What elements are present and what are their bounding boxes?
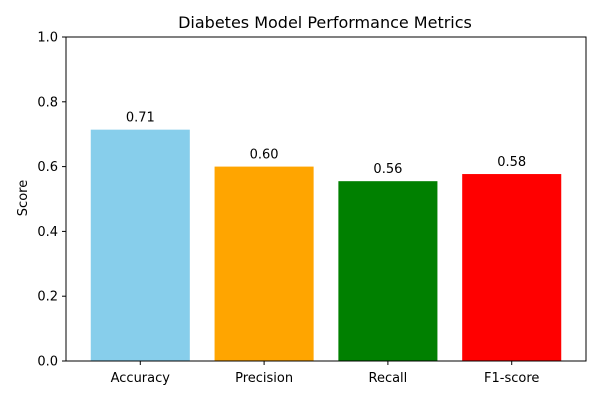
- bar-value-label: 0.56: [373, 162, 402, 177]
- y-tick-label: 0.4: [37, 225, 58, 240]
- x-tick-label: F1-score: [484, 371, 539, 386]
- bar-f1-score: [462, 174, 562, 361]
- x-tick-label: Accuracy: [111, 371, 171, 386]
- y-tick-label: 1.0: [37, 31, 58, 46]
- y-tick-label: 0.6: [37, 160, 58, 175]
- bar-value-label: 0.60: [250, 148, 279, 163]
- plot-frame: [65, 36, 587, 362]
- y-tick-label: 0.0: [37, 355, 58, 370]
- y-axis-label: Score: [16, 180, 31, 216]
- bar-accuracy: [90, 129, 190, 361]
- bar-value-label: 0.58: [497, 155, 526, 170]
- bar-recall: [338, 181, 438, 361]
- x-tick-label: Precision: [235, 371, 293, 386]
- x-tick-label: Recall: [369, 371, 408, 386]
- bar-value-label: 0.71: [126, 111, 155, 126]
- y-tick-label: 0.8: [37, 95, 58, 110]
- y-tick-label: 0.2: [37, 290, 58, 305]
- plot-area: 0.71 Accuracy 0.60 Precision 0.56 Recall 0.58 F…: [37, 31, 587, 386]
- chart-title: Diabetes Model Performance Metrics: [178, 13, 472, 32]
- bar-precision: [214, 166, 314, 361]
